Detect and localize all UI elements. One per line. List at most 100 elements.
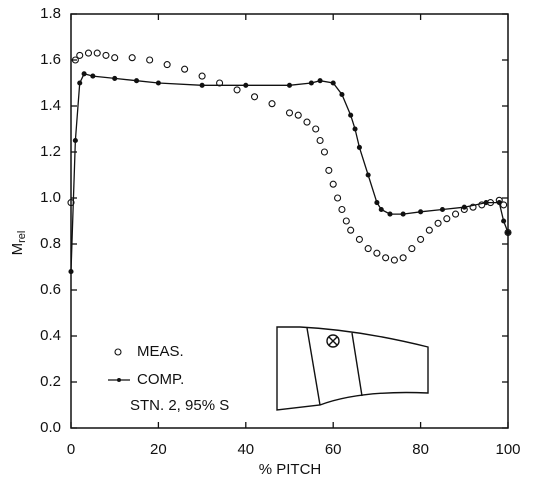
meas-point — [478, 201, 486, 209]
meas-point — [325, 166, 333, 174]
meas-point — [312, 125, 320, 133]
comp-point — [155, 80, 161, 86]
y-tick-label: 0.2 — [40, 373, 61, 390]
y-tick-label: 1.4 — [40, 97, 61, 114]
meas-point — [382, 254, 390, 262]
meas-point — [364, 245, 372, 253]
meas-point — [93, 49, 101, 57]
meas-point — [163, 61, 171, 69]
meas-point — [216, 79, 224, 87]
comp-point — [112, 75, 118, 81]
meas-point — [408, 245, 416, 253]
x-tick-label: 20 — [150, 441, 167, 458]
meas-point — [316, 136, 324, 145]
meas-point — [329, 180, 337, 188]
meas-point — [334, 194, 342, 202]
legend-marker — [114, 348, 122, 356]
comp-point — [77, 80, 83, 86]
comp-point — [317, 78, 323, 84]
meas-point — [294, 111, 302, 119]
comp-point — [483, 200, 489, 206]
meas-point — [500, 201, 508, 209]
meas-point — [285, 109, 294, 117]
inset-diagram — [276, 326, 429, 411]
x-tick-label: 60 — [325, 441, 342, 458]
comp-point — [72, 137, 78, 144]
meas-point — [443, 215, 451, 223]
x-tick-label: 0 — [67, 441, 75, 458]
comp-point — [81, 71, 87, 77]
meas-point — [71, 56, 79, 64]
comp-point — [374, 200, 380, 206]
comp-point — [90, 73, 96, 79]
comp-point — [330, 80, 336, 86]
comp-point — [348, 112, 354, 118]
comp-point — [199, 82, 205, 88]
meas-point — [67, 199, 75, 207]
comp-point — [286, 82, 293, 88]
comp-point — [387, 211, 393, 217]
y-axis-label-main: M — [9, 243, 26, 256]
x-tick-label: 40 — [237, 441, 254, 458]
comp-point — [439, 206, 446, 213]
meas-point — [198, 72, 206, 80]
meas-point — [102, 51, 110, 59]
y-tick-label: 0.0 — [40, 419, 61, 436]
legend-marker — [117, 378, 121, 382]
comp-point — [496, 200, 502, 206]
meas-point — [111, 54, 119, 62]
meas-point — [425, 226, 433, 234]
meas-point — [338, 205, 346, 214]
meas-point — [434, 219, 442, 227]
comp-point — [243, 82, 249, 88]
meas-point — [452, 210, 460, 218]
meas-point — [268, 100, 276, 108]
comp-point — [308, 80, 314, 86]
meas-point — [84, 49, 93, 57]
meas-point — [128, 54, 136, 62]
y-axis-label-sub: rel — [16, 231, 28, 243]
meas-point — [250, 93, 259, 101]
meas-point — [303, 118, 311, 126]
annotation: STN. 2, 95% S — [130, 397, 229, 414]
comp-point — [68, 269, 74, 275]
y-tick-label: 0.8 — [40, 235, 61, 252]
meas-point — [342, 217, 350, 225]
comp-point — [352, 126, 358, 132]
y-tick-label: 1.2 — [40, 143, 61, 160]
comp-line — [70, 73, 509, 272]
y-tick-label: 0.4 — [40, 327, 61, 344]
y-tick-label: 1.8 — [40, 5, 61, 22]
comp-point — [365, 172, 371, 178]
meas-point — [355, 235, 363, 243]
meas-point — [233, 86, 241, 94]
plot-frame — [70, 13, 509, 429]
comp-point — [378, 206, 384, 213]
y-axis-label: Mrel — [9, 231, 28, 256]
comp-point — [501, 218, 507, 224]
meas-point — [146, 56, 154, 64]
comp-point — [339, 91, 345, 98]
x-tick-label: 100 — [495, 441, 520, 458]
meas-point — [181, 65, 189, 73]
y-tick-label: 1.0 — [40, 189, 61, 206]
x-axis-label: % PITCH — [259, 461, 322, 478]
comp-point — [400, 211, 406, 217]
meas-point — [504, 228, 512, 237]
meas-point — [390, 256, 398, 264]
comp-point — [356, 144, 362, 150]
meas-point — [373, 249, 381, 257]
comp-point — [461, 204, 467, 210]
meas-point — [76, 51, 84, 59]
meas-point — [320, 148, 329, 156]
meas-point — [417, 235, 425, 243]
x-tick-label: 80 — [412, 441, 429, 458]
meas-point — [399, 254, 407, 262]
comp-point — [418, 209, 424, 215]
comp-point — [134, 78, 140, 84]
comp-point — [505, 229, 511, 236]
meas-point — [347, 226, 355, 234]
legend-label: COMP. — [137, 371, 184, 388]
legend-label: MEAS. — [137, 343, 184, 360]
